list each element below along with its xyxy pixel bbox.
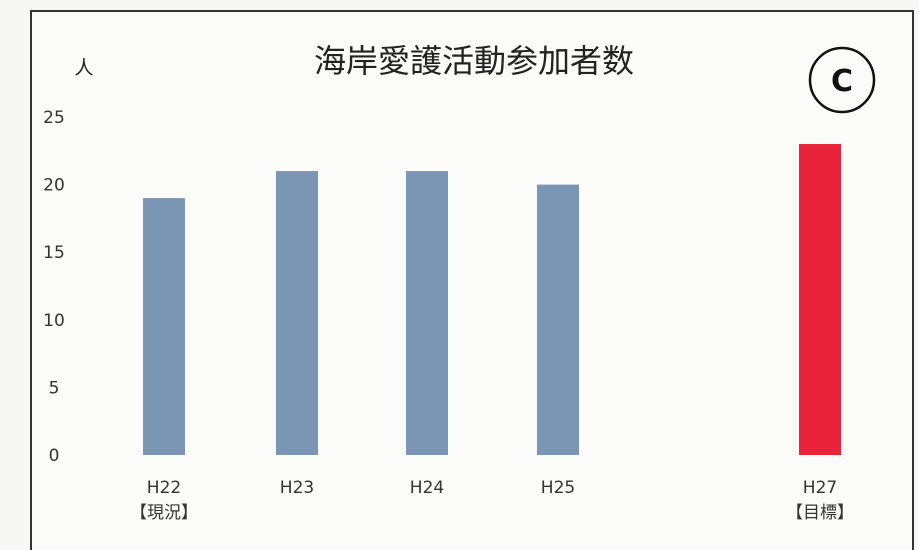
bars bbox=[143, 144, 841, 456]
x-tick-label: H23 bbox=[280, 478, 314, 498]
x-axis-labels: H22 【現況】 H23 H24 H25 H27 【目標】 bbox=[130, 478, 854, 523]
y-tick-label: 5 bbox=[49, 378, 60, 398]
bar-h22 bbox=[143, 198, 185, 455]
y-axis-ticks: 0 5 10 15 20 25 bbox=[43, 108, 65, 466]
y-tick-label: 0 bbox=[49, 446, 60, 466]
x-tick-label: H27 bbox=[803, 478, 837, 498]
bar-h27 bbox=[799, 144, 841, 456]
y-axis-unit-label: 人 bbox=[74, 57, 93, 79]
x-tick-label: H24 bbox=[410, 478, 444, 498]
bar-h24 bbox=[406, 171, 448, 455]
badge-letter: C bbox=[831, 64, 853, 99]
y-tick-label: 20 bbox=[43, 176, 65, 196]
bar-h23 bbox=[276, 171, 318, 455]
chart-title: 海岸愛護活動参加者数 bbox=[314, 42, 634, 80]
x-tick-sublabel: 【目標】 bbox=[786, 503, 854, 523]
x-tick-label: H25 bbox=[541, 478, 575, 498]
badge-circle bbox=[808, 46, 876, 114]
y-tick-label: 10 bbox=[43, 311, 65, 331]
x-tick-label: H22 bbox=[147, 478, 181, 498]
y-tick-label: 25 bbox=[43, 108, 65, 128]
chart-frame: 海岸愛護活動参加者数 人 C 0 5 10 15 20 25 H22 【現況】 H23 H24 H… bbox=[30, 10, 914, 550]
y-tick-label: 15 bbox=[43, 243, 65, 263]
x-tick-sublabel: 【現況】 bbox=[130, 503, 198, 523]
bar-h25 bbox=[537, 184, 579, 455]
